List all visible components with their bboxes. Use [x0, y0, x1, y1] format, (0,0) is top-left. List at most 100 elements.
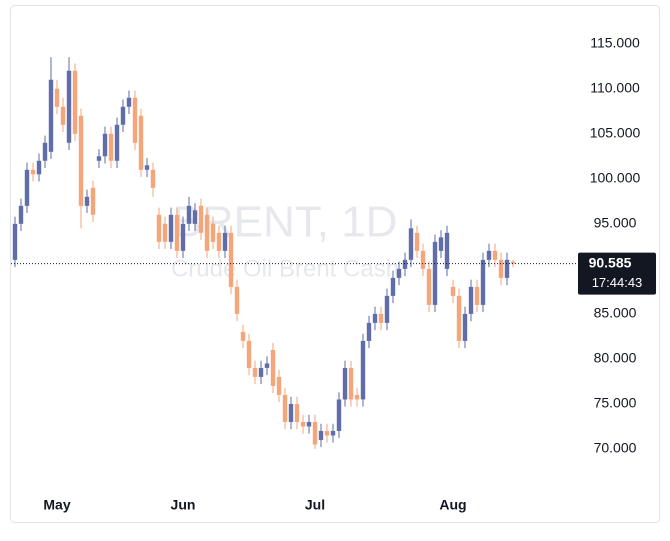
candle-body — [288, 403, 294, 422]
candle-body — [24, 169, 30, 206]
candle-body — [132, 97, 138, 143]
candle-body — [366, 322, 372, 341]
candle-body — [252, 367, 258, 377]
candle-body — [504, 259, 510, 278]
candle-body — [42, 142, 48, 161]
candle-body — [324, 430, 330, 436]
candle-body — [318, 430, 324, 440]
candle-body — [120, 106, 126, 125]
candle-body — [48, 79, 54, 152]
candle-body — [30, 169, 36, 175]
candle-body — [498, 259, 504, 278]
candle-body — [438, 237, 444, 251]
candle-body — [174, 214, 180, 251]
candle-body — [90, 187, 96, 215]
candle-body — [234, 286, 240, 314]
candle-body — [168, 214, 174, 242]
candle-body — [402, 259, 408, 269]
x-tick-label: May — [43, 497, 70, 513]
candle-body — [336, 399, 342, 431]
y-tick-label: 100.000 — [590, 170, 641, 186]
candle-body — [294, 403, 300, 422]
x-tick-label: Jun — [171, 497, 196, 513]
candle-body — [300, 421, 306, 427]
candle-body — [510, 261, 516, 264]
candle-body — [222, 232, 228, 251]
candle-body — [36, 160, 42, 175]
x-tick-label: Aug — [439, 497, 466, 513]
y-tick-label: 95.000 — [594, 215, 637, 231]
candle-body — [216, 232, 222, 251]
price-label: 90.585 — [589, 254, 632, 270]
y-tick-label: 105.000 — [590, 124, 641, 140]
candle-body — [480, 259, 486, 305]
candle-body — [114, 124, 120, 161]
candle-body — [306, 421, 312, 427]
candle-body — [108, 133, 114, 161]
y-tick-label: 75.000 — [594, 395, 637, 411]
watermark-subtitle: Crude Oil Brent Cash — [171, 255, 399, 282]
candle-body — [96, 156, 102, 161]
candle-body — [378, 313, 384, 323]
candle-body — [426, 268, 432, 305]
candle-body — [258, 367, 264, 377]
candle-body — [342, 367, 348, 400]
candle-body — [420, 250, 426, 269]
candle-body — [474, 286, 480, 305]
candle-body — [246, 340, 252, 368]
candle-body — [312, 421, 318, 445]
candle-body — [18, 205, 24, 224]
candle-body — [186, 205, 192, 224]
candle-body — [414, 232, 420, 251]
candle-body — [102, 133, 108, 157]
candle-body — [126, 97, 132, 107]
candle-body — [12, 223, 18, 260]
candle-body — [348, 367, 354, 400]
candle-body — [360, 340, 366, 400]
price-label-box — [578, 252, 656, 295]
candle-body — [456, 295, 462, 341]
candle-body — [384, 295, 390, 323]
candle-body — [72, 70, 78, 134]
candle-body — [240, 331, 246, 341]
candle-body — [432, 241, 438, 305]
candle-body — [492, 250, 498, 260]
candle-body — [156, 214, 162, 242]
candle-body — [150, 169, 156, 188]
candle-body — [450, 286, 456, 296]
countdown-label: 17:44:43 — [592, 275, 643, 290]
candle-body — [444, 232, 450, 269]
candle-body — [144, 165, 150, 170]
y-tick-label: 80.000 — [594, 350, 637, 366]
y-tick-label: 115.000 — [590, 34, 640, 50]
candle-body — [66, 70, 72, 143]
candle-body — [270, 349, 276, 386]
candle-body — [78, 115, 84, 206]
watermark-title: BRENT, 1D — [173, 198, 398, 247]
candle-body — [84, 196, 90, 206]
candle-body — [330, 430, 336, 436]
candle-body — [228, 232, 234, 287]
y-tick-label: 85.000 — [594, 305, 637, 321]
candle-body — [264, 363, 270, 368]
candle-body — [180, 223, 186, 251]
candle-body — [396, 268, 402, 278]
candle-body — [198, 205, 204, 233]
y-tick-label: 70.000 — [594, 440, 637, 456]
x-tick-label: Jul — [305, 497, 325, 513]
candle-body — [282, 394, 288, 422]
candle-body — [408, 228, 414, 260]
y-tick-label: 110.000 — [590, 79, 640, 95]
candle-body — [354, 394, 360, 400]
candle-body — [192, 210, 198, 224]
candle-body — [390, 277, 396, 296]
candle-body — [138, 115, 144, 170]
candle-body — [204, 214, 210, 251]
candle-body — [60, 106, 66, 125]
candle-body — [210, 223, 216, 242]
candle-body — [276, 376, 282, 395]
candle-body — [462, 313, 468, 341]
candle-body — [372, 313, 378, 323]
candle-body — [54, 88, 60, 107]
